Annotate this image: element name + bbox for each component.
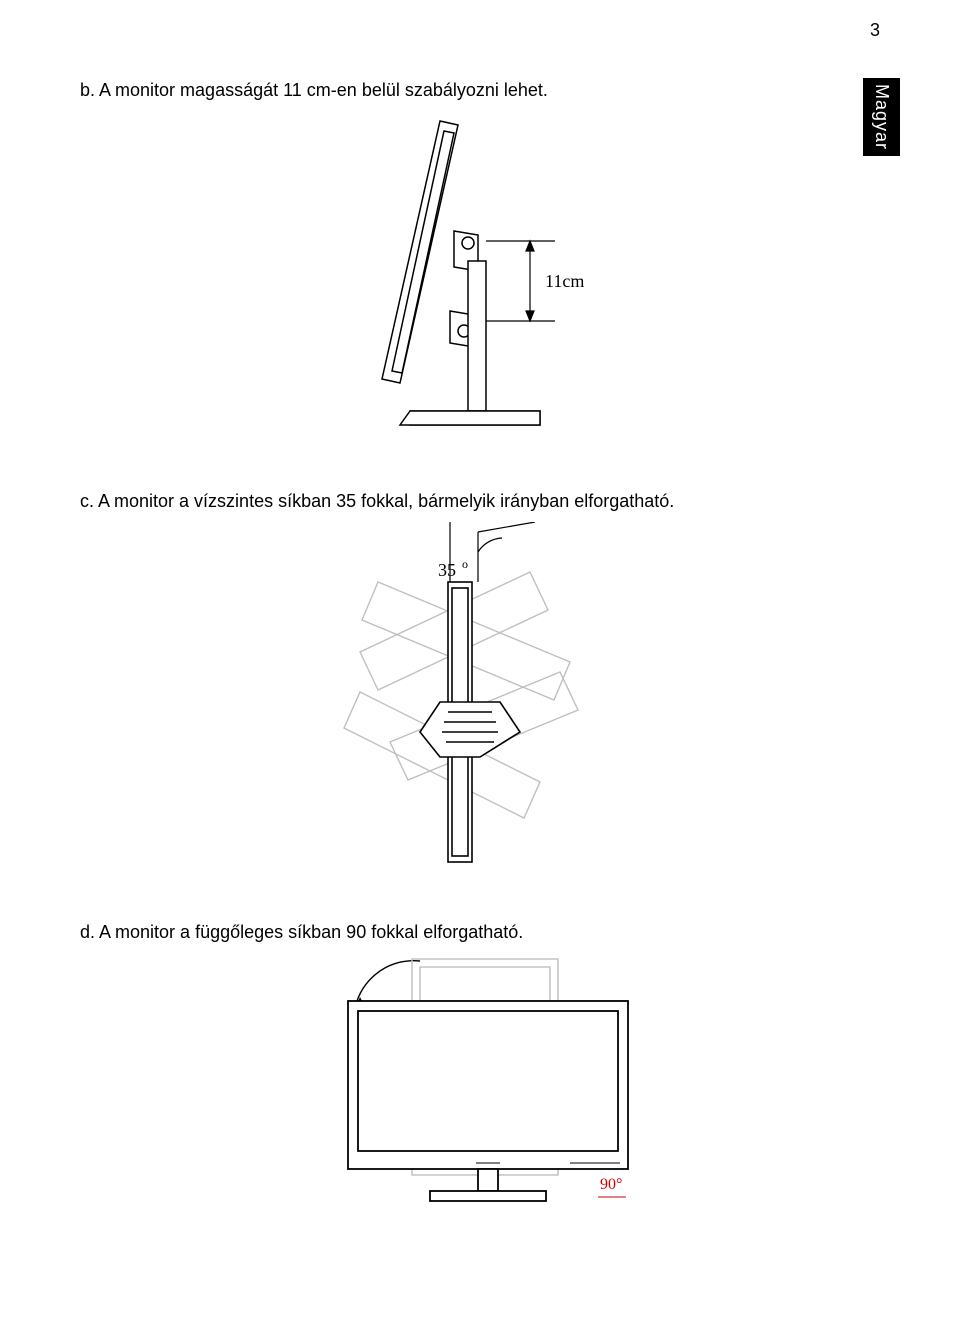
figure-c-monitor-top-swivel: 35 o [330,522,630,882]
figure-d-wrap: 90° [80,953,880,1203]
page-number: 3 [870,20,880,41]
language-badge: Magyar [863,78,900,156]
figure-b-label: 11cm [545,271,584,291]
figure-d-monitor-pivot: 90° [300,953,660,1203]
figure-c-wrap: 35 o [80,522,880,882]
section-c-text: c. A monitor a vízszintes síkban 35 fokk… [80,491,880,512]
figure-b-wrap: 11cm [80,111,880,451]
section-b-text: b. A monitor magasságát 11 cm-en belül s… [80,80,880,101]
figure-c-angle-number: 35 [438,560,456,580]
figure-b-monitor-side: 11cm [350,111,610,451]
figure-d-angle-label: 90° [600,1176,622,1193]
section-d-text: d. A monitor a függőleges síkban 90 fokk… [80,922,880,943]
page: 3 Magyar b. A monitor magasságát 11 cm-e… [0,0,960,1336]
figure-c-angle-degree: o [462,557,468,571]
